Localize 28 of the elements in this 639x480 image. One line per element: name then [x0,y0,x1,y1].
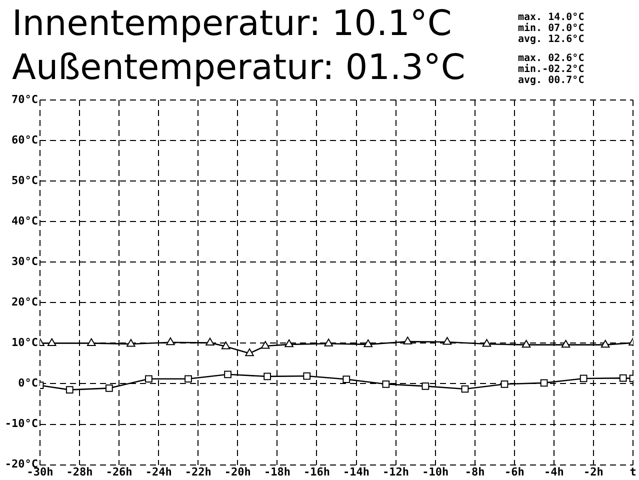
y-tick-label: -10°C [4,417,38,430]
chart-subtitle: Außentemperatur: 01.3°C [12,47,466,90]
x-tick-label: -20h [224,465,251,478]
x-tick-label: -12h [382,465,410,478]
x-tick-label: -8h [464,465,485,478]
x-tick-label: -26h [106,465,132,478]
text: max. 14.0°C min. 07.0°C avg. 12.6°C [518,12,584,45]
y-tick-label: 20°C [12,296,38,309]
y-tick-label: 10°C [12,336,38,350]
y-tick-label: 30°C [12,254,38,268]
y-tick-label: 40°C [12,214,38,228]
x-tick-label: -14h [343,465,370,478]
x-tick-label: -22h [184,465,212,478]
x-tick-label: t [630,465,636,478]
text: max. 02.6°C min.-02.2°C avg. 00.7°C [518,53,584,86]
y-tick-label: 70°C [12,92,38,106]
x-tick-label: -2h [584,465,604,478]
x-tick-label: -18h [264,465,290,478]
x-tick-label: -28h [66,465,93,478]
x-tick-label: -6h [504,465,524,478]
x-tick-label: -16h [303,465,330,478]
x-tick-label: -10h [422,465,449,478]
x-tick-label: -4h [544,465,564,478]
x-tick-label: -24h [145,465,172,478]
y-tick-label: 0°C [18,376,38,390]
y-tick-label: 50°C [12,174,38,187]
chart-title: Innentemperatur: 10.1°C [12,3,453,46]
y-tick-label: 60°C [12,133,38,146]
